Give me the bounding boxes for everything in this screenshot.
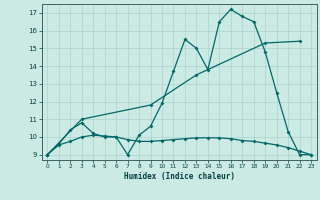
X-axis label: Humidex (Indice chaleur): Humidex (Indice chaleur) (124, 172, 235, 181)
